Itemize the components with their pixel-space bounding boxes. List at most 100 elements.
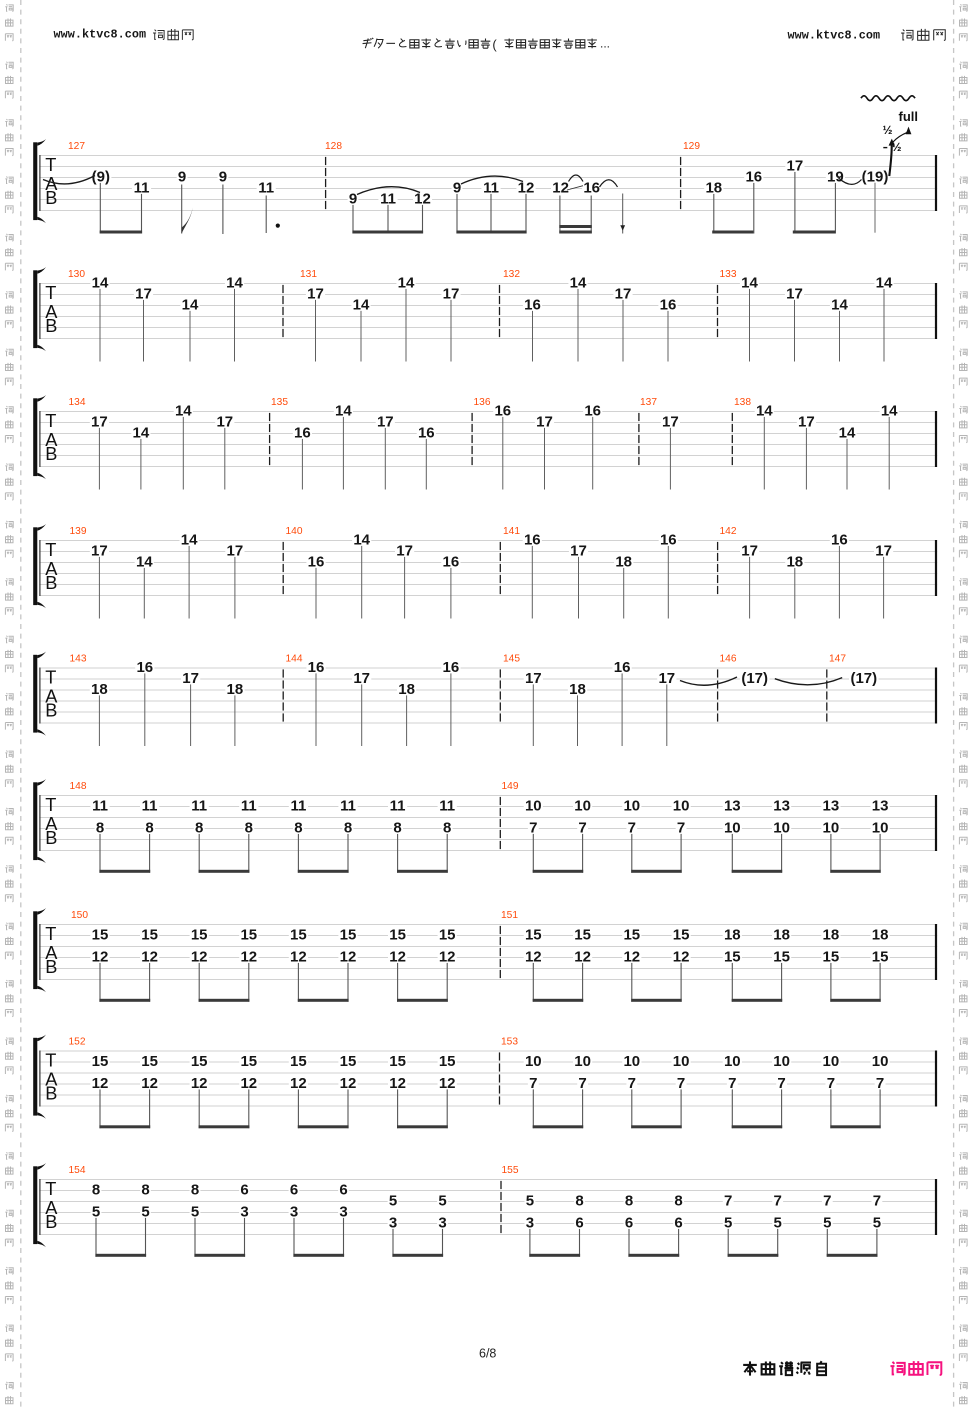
svg-text:T: T — [45, 283, 56, 303]
svg-text:7: 7 — [677, 819, 685, 836]
svg-text:137: 137 — [640, 397, 657, 408]
svg-text:11: 11 — [134, 179, 150, 196]
svg-text:134: 134 — [69, 397, 86, 408]
svg-text:139: 139 — [70, 526, 87, 537]
svg-text:17: 17 — [307, 285, 324, 302]
svg-text:10: 10 — [525, 797, 542, 814]
svg-text:12: 12 — [141, 1075, 158, 1092]
svg-text:14: 14 — [876, 274, 893, 291]
svg-text:12: 12 — [673, 948, 690, 965]
svg-text:129: 129 — [683, 141, 700, 152]
svg-text:B: B — [45, 444, 57, 464]
svg-text:10: 10 — [623, 1053, 640, 1070]
svg-text:(17): (17) — [850, 670, 877, 687]
svg-text:14: 14 — [353, 296, 370, 313]
svg-text:17: 17 — [525, 670, 542, 687]
svg-text:11: 11 — [340, 797, 356, 814]
svg-text:141: 141 — [503, 526, 520, 537]
svg-text:10: 10 — [872, 1053, 889, 1070]
svg-text:6/8: 6/8 — [479, 1346, 496, 1360]
svg-text:10: 10 — [574, 1053, 591, 1070]
svg-text:15: 15 — [673, 926, 690, 943]
svg-text:17: 17 — [786, 285, 803, 302]
svg-text:A: A — [45, 559, 58, 579]
svg-text:6: 6 — [290, 1181, 298, 1198]
svg-text:A: A — [45, 943, 58, 963]
svg-text:18: 18 — [398, 681, 415, 698]
svg-text:(9): (9) — [92, 168, 110, 185]
svg-text:16: 16 — [308, 659, 325, 676]
svg-text:10: 10 — [724, 819, 741, 836]
svg-text:14: 14 — [226, 274, 243, 291]
svg-text:8: 8 — [294, 819, 302, 836]
svg-text:A: A — [45, 302, 58, 322]
svg-text:5: 5 — [823, 1214, 831, 1231]
svg-text:5: 5 — [141, 1203, 149, 1220]
svg-text:15: 15 — [92, 926, 109, 943]
svg-text:10: 10 — [823, 1053, 840, 1070]
svg-text:A: A — [45, 174, 58, 194]
svg-text:6: 6 — [625, 1214, 633, 1231]
svg-text:11: 11 — [483, 179, 499, 196]
svg-text:8: 8 — [393, 819, 401, 836]
svg-text:155: 155 — [502, 1165, 519, 1176]
svg-text:13: 13 — [773, 797, 790, 814]
svg-text:146: 146 — [720, 653, 737, 664]
svg-text:www.ktvc8.com: www.ktvc8.com — [54, 28, 147, 42]
svg-text:17: 17 — [741, 542, 758, 559]
svg-text:14: 14 — [181, 531, 198, 548]
svg-text:7: 7 — [823, 1192, 831, 1209]
svg-text:135: 135 — [271, 397, 288, 408]
svg-text:16: 16 — [418, 424, 435, 441]
svg-text:17: 17 — [798, 413, 815, 430]
svg-text:10: 10 — [724, 1053, 741, 1070]
svg-text:17: 17 — [615, 285, 632, 302]
svg-text:154: 154 — [69, 1165, 86, 1176]
svg-text:12: 12 — [290, 948, 307, 965]
svg-text:131: 131 — [300, 269, 317, 280]
svg-text:B: B — [45, 188, 57, 208]
svg-text:17: 17 — [216, 413, 233, 430]
svg-text:136: 136 — [474, 397, 491, 408]
svg-text:151: 151 — [501, 910, 518, 921]
svg-text:10: 10 — [673, 797, 690, 814]
svg-text:6: 6 — [339, 1181, 347, 1198]
svg-text:18: 18 — [773, 926, 790, 943]
svg-text:15: 15 — [141, 926, 158, 943]
svg-text:12: 12 — [191, 1075, 208, 1092]
svg-text:132: 132 — [503, 269, 520, 280]
svg-text:11: 11 — [191, 797, 207, 814]
svg-text:14: 14 — [741, 274, 758, 291]
svg-text:11: 11 — [380, 190, 396, 207]
svg-text:7: 7 — [724, 1192, 732, 1209]
svg-text:5: 5 — [438, 1192, 446, 1209]
svg-text:16: 16 — [136, 659, 153, 676]
svg-text:145: 145 — [503, 653, 520, 664]
svg-text:15: 15 — [623, 926, 640, 943]
svg-text:8: 8 — [195, 819, 203, 836]
svg-text:14: 14 — [136, 553, 153, 570]
svg-text:133: 133 — [720, 269, 737, 280]
svg-text:6: 6 — [240, 1181, 248, 1198]
svg-text:152: 152 — [69, 1036, 86, 1047]
svg-text:10: 10 — [525, 1053, 542, 1070]
svg-text:10: 10 — [773, 819, 790, 836]
svg-text:18: 18 — [705, 179, 722, 196]
svg-text:8: 8 — [443, 819, 451, 836]
svg-text:7: 7 — [578, 819, 586, 836]
svg-text:15: 15 — [724, 948, 741, 965]
svg-text:150: 150 — [71, 910, 88, 921]
svg-text:149: 149 — [502, 781, 519, 792]
svg-text:14: 14 — [182, 296, 199, 313]
svg-text:14: 14 — [335, 402, 352, 419]
svg-text:3: 3 — [290, 1203, 298, 1220]
svg-text:8: 8 — [96, 819, 104, 836]
svg-text:144: 144 — [286, 653, 303, 664]
svg-text:15: 15 — [439, 1053, 456, 1070]
svg-text:14: 14 — [881, 402, 898, 419]
svg-text:148: 148 — [70, 781, 87, 792]
svg-text:16: 16 — [660, 531, 677, 548]
svg-text:7: 7 — [827, 1075, 835, 1092]
svg-text:11: 11 — [439, 797, 455, 814]
svg-text:12: 12 — [389, 948, 406, 965]
